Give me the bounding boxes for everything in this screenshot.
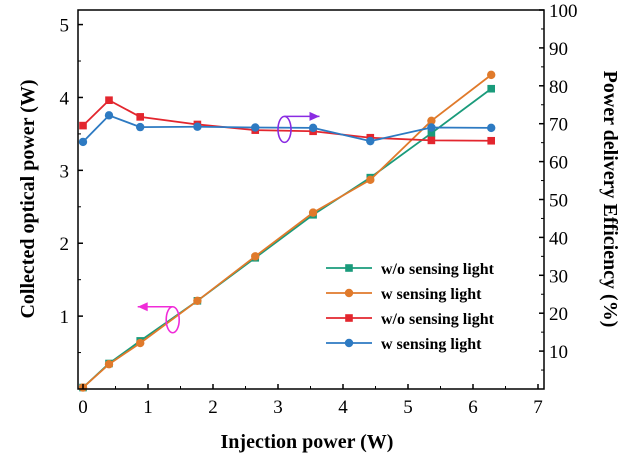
y-right-tick-label: 50 [549,191,568,212]
x-tick-label: 6 [468,397,478,418]
data-point [427,116,436,125]
data-point [105,96,113,105]
series-1 [78,70,496,392]
data-point [487,84,495,93]
y-right-tick-label: 70 [549,115,568,136]
data-point [427,123,436,132]
y-left-tick-label: 1 [60,307,70,328]
legend-swatch-marker [345,314,353,322]
y-right-axis-title: Power delivery Efficiency (%) [599,71,621,328]
annotation-layer [137,111,320,334]
data-point [487,70,496,80]
legend: w/o sensing light w sensing light w/o sens… [326,261,495,353]
data-point [78,137,88,147]
x-tick-label: 0 [78,397,88,418]
legend-entry: w/o sensing light [326,311,495,328]
x-axis-title: Injection power (W) [221,431,394,453]
y-right-tick-label: 10 [549,342,568,363]
indicator-arrowhead [137,302,148,312]
data-point [79,121,87,130]
y-left-tick-label: 4 [60,88,70,109]
y-right-tick-label: 40 [549,228,568,249]
tick-labels: 0 1 2 3 4 5 6 7 1 2 3 4 5 10 20 30 40 50 60 70 80 90 100 [60,1,578,418]
data-point [251,252,260,261]
y-right-tick-label: 90 [549,39,568,60]
data-point [136,113,144,121]
y-left-tick-label: 5 [60,16,70,37]
x-tick-label: 5 [403,397,413,418]
x-tick-label: 1 [143,397,153,418]
x-tick-label: 2 [208,397,218,418]
data-point [104,360,114,369]
data-point [487,136,495,145]
series-layer [78,70,496,392]
data-point [193,296,202,306]
legend-swatch-marker [345,264,353,272]
legend-label: w sensing light [381,336,482,353]
indicator-arrowhead [309,111,320,121]
data-point [193,122,202,131]
y-left-axis-title: Collected optical power (W) [17,79,39,318]
data-point [366,175,375,185]
data-point [136,122,145,132]
y-right-tick-label: 60 [549,153,568,174]
series-3 [78,111,496,147]
legend-label: w/o sensing light [381,311,495,328]
x-tick-label: 4 [338,397,348,418]
data-point [136,338,145,348]
legend-entry: w sensing light [326,336,482,353]
legend-label: w/o sensing light [381,261,495,278]
data-point [308,208,318,217]
y-right-tick-label: 100 [549,1,578,22]
data-point [251,123,260,132]
data-point [427,136,436,145]
legend-swatch-marker [344,338,354,348]
y-left-tick-label: 2 [60,234,70,255]
x-tick-label: 3 [273,397,283,418]
data-point [427,129,436,137]
x-tick-label: 7 [533,397,543,418]
y-left-tick-label: 3 [60,161,70,182]
axis-indicator-left [137,302,180,334]
y-right-tick-label: 80 [549,77,568,98]
indicator-ellipse [277,115,292,144]
y-right-tick-label: 30 [549,266,568,287]
data-point [104,111,114,120]
legend-entry: w/o sensing light [326,261,495,278]
data-point [308,123,318,133]
legend-label: w sensing light [381,286,482,303]
ticks [78,9,544,389]
axis-indicator-right [277,111,320,144]
y-right-tick-label: 20 [549,304,568,325]
data-point [487,123,496,133]
legend-entry: w sensing light [326,286,482,303]
legend-swatch-marker [344,288,354,298]
plot-frame [77,9,545,390]
data-point [366,136,375,146]
